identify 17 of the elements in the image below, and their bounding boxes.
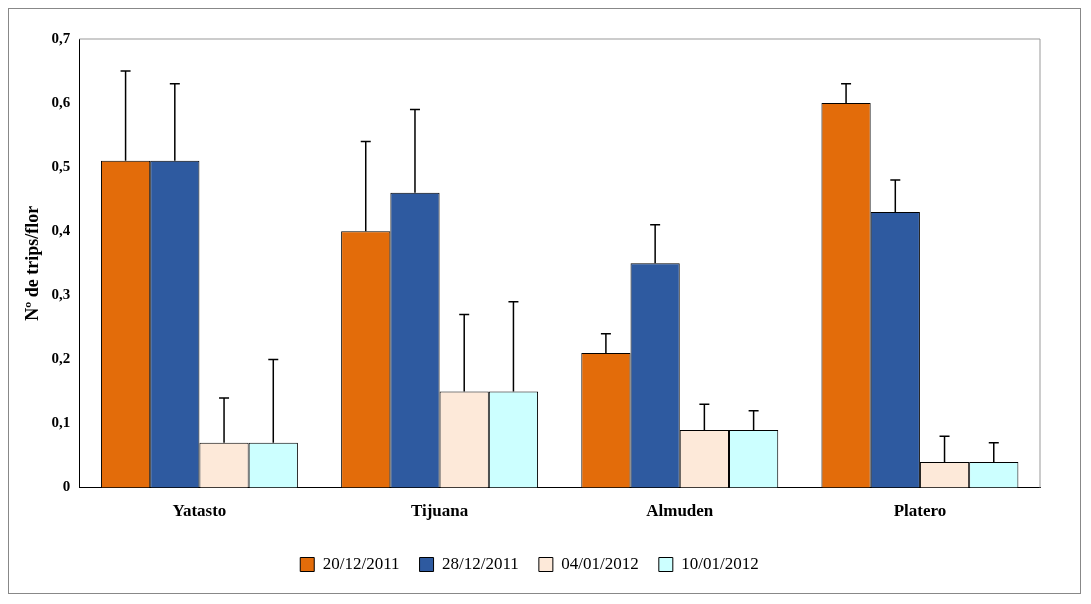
y-tick-label: 0,4 xyxy=(51,222,71,239)
y-tick-label: 0,6 xyxy=(51,93,71,110)
y-axis-title: Nº de trips/flor xyxy=(22,205,43,321)
legend-label: 20/12/2011 xyxy=(322,553,400,573)
legend-label: 10/01/2012 xyxy=(681,553,759,573)
legend-label: 28/12/2011 xyxy=(442,553,519,573)
x-tick-label: Almuden xyxy=(646,501,714,521)
y-tick-label: 0,3 xyxy=(51,286,71,303)
x-tick-label: Tijuana xyxy=(410,501,469,521)
x-tick-label: Platero xyxy=(893,501,947,521)
y-tick-label: 0,7 xyxy=(51,29,71,46)
y-tick-label: 0,5 xyxy=(51,158,71,175)
x-tick-label: Yatasto xyxy=(172,501,227,521)
y-tick-label: 0,2 xyxy=(51,350,71,367)
y-tick-label: 0,1 xyxy=(51,414,71,431)
y-tick-label: 0 xyxy=(62,478,71,495)
legend-label: 04/01/2012 xyxy=(561,553,639,573)
